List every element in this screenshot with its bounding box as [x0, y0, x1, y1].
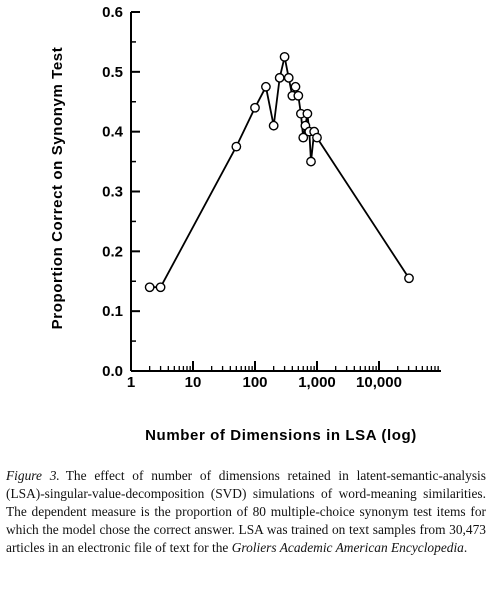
data-point [294, 92, 302, 100]
x-tick-label: 1,000 [298, 374, 336, 391]
y-tick-label: 0.6 [102, 4, 123, 21]
data-series [145, 53, 413, 292]
x-axis-label: Number of Dimensions in LSA (log) [145, 427, 417, 444]
x-tick-label: 10 [185, 374, 202, 391]
data-point [291, 83, 299, 91]
figure-label: Figure 3. [6, 468, 60, 483]
data-point [145, 283, 153, 291]
x-tick-label: 1 [127, 374, 135, 391]
y-tick-label: 0.2 [102, 243, 123, 260]
y-tick-label: 0.0 [102, 363, 123, 380]
y-tick-label: 0.5 [102, 64, 123, 81]
y-tick-label: 0.3 [102, 184, 123, 201]
data-point [232, 142, 240, 150]
data-point [156, 283, 164, 291]
figure-caption: Figure 3. The effect of number of dimensi… [6, 467, 486, 557]
data-point [313, 133, 321, 141]
data-point [307, 157, 315, 165]
line-chart: 0.00.10.20.30.40.50.6 1 10 100 1,000 10,000 … [0, 0, 490, 455]
y-axis-label: Proportion Correct on Synonym Test [49, 47, 66, 330]
data-point [251, 104, 259, 112]
x-axis-ticks: 1 10 100 1,000 10,000 [127, 361, 438, 391]
data-point [405, 274, 413, 282]
caption-end: . [464, 540, 467, 555]
y-tick-label: 0.1 [102, 303, 123, 320]
x-tick-label: 100 [242, 374, 267, 391]
x-tick-label: 10,000 [356, 374, 402, 391]
series-line [150, 57, 409, 287]
data-point [280, 53, 288, 61]
data-point [262, 83, 270, 91]
data-point [285, 74, 293, 82]
data-point [275, 74, 283, 82]
data-point [303, 110, 311, 118]
y-axis-ticks: 0.0 0.1 0.2 0.3 0.4 0.5 0.6 [102, 4, 140, 380]
caption-italic-title: Groliers Academic American Encyclopedia [232, 540, 464, 555]
y-tick-label: 0.4 [102, 124, 124, 141]
data-point [269, 121, 277, 129]
